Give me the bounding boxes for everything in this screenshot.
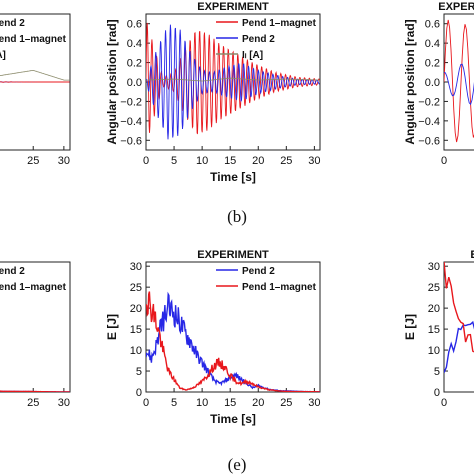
plot-frame (145, 261, 321, 393)
caption-e: (e) (228, 455, 247, 474)
y-tick-label: 30 (428, 261, 440, 273)
y-tick-label: 0.4 (127, 38, 142, 50)
x-tick-label: 15 (224, 397, 236, 409)
x-tick-label: 30 (308, 397, 320, 409)
y-tick-label: 15 (428, 324, 440, 336)
x-tick-label: 30 (58, 397, 70, 409)
x-tick-label: 20 (252, 397, 264, 409)
x-tick-label: 20 (252, 155, 264, 167)
x-tick-label: 0 (441, 155, 447, 167)
y-tick-label: 30 (130, 261, 142, 273)
legend-label: Pend 2 (0, 18, 25, 29)
series-line-pend1 (444, 19, 474, 143)
y-tick-label: −0.6 (418, 135, 440, 147)
caption-b: (b) (227, 207, 247, 226)
y-tick-label: −0.2 (418, 96, 440, 108)
y-tick-label: 15 (130, 324, 142, 336)
series-line-pend1 (146, 22, 320, 135)
plot-frame (0, 261, 71, 393)
chart-title: EXPERIMENT (438, 1, 474, 13)
legend-label: Pend 1–magnet (242, 18, 317, 29)
legend: Pend 2 Pend 1–magnet (216, 266, 317, 293)
legend: Pend 1–magnet Pend 2 Iₗ [A] (216, 18, 317, 61)
y-tick-label: 5 (434, 366, 440, 378)
x-tick-label: 5 (171, 155, 177, 167)
legend-label: [A] (0, 50, 6, 61)
y-tick-label: 5 (136, 366, 142, 378)
series-line-pend2 (444, 320, 474, 373)
y-tick-label: 0.2 (127, 58, 142, 70)
y-tick-label: −0.2 (120, 96, 142, 108)
series-line-pend2 (0, 81, 70, 83)
y-tick-label: −0.4 (120, 116, 142, 128)
x-axis-label: Time [s] (210, 170, 256, 184)
chart-title: EXPERIMENT (197, 249, 269, 261)
series-line-pend1 (0, 390, 70, 392)
y-axis-label: E [J] (403, 314, 417, 340)
x-tick-label: 25 (27, 397, 39, 409)
y-tick-label: 0.2 (425, 58, 440, 70)
x-tick-label: 25 (27, 155, 39, 167)
legend-label: Pend 2 (242, 266, 275, 277)
x-axis-label: Time [s] (210, 412, 256, 426)
legend-label: Iₗ [A] (242, 50, 263, 61)
legend: Pend 2 Pend 1–magnet [A] (0, 18, 67, 61)
y-tick-label: 0.0 (425, 77, 440, 89)
panel-center-bottom: EXPERIMENT 30 25 20 15 10 5 00 5 10 15 20 25 30 Time [… (105, 249, 321, 426)
x-tick-label: 15 (224, 155, 236, 167)
legend-label: Pend 2 (0, 266, 25, 277)
x-tick-label: 0 (143, 397, 149, 409)
legend-label: Pend 1–magnet (0, 34, 67, 45)
y-tick-label: −0.4 (418, 116, 440, 128)
series-line-pend2 (0, 390, 70, 392)
chart-title: E (470, 249, 474, 261)
panel-left-top: 25 30 Pend 2 Pend 1–magnet [A] (0, 13, 71, 167)
x-tick-label: 30 (58, 155, 70, 167)
x-tick-label: 25 (280, 397, 292, 409)
y-axis-label: E [J] (105, 314, 119, 340)
x-tick-label: 10 (196, 397, 208, 409)
y-tick-label: 0.0 (127, 77, 142, 89)
series-line-pend1 (146, 291, 320, 392)
y-tick-label: −0.6 (120, 135, 142, 147)
panel-center-top: EXPERIMENT 0.6 0.4 0.2 0.0 −0.2 −0.4 −0.60 5 10 15… (105, 1, 321, 184)
y-axis-label: Angular position [rad] (403, 19, 417, 144)
series-line-pend2 (444, 63, 474, 106)
legend: Pend 2 Pend 1–magnet (0, 266, 67, 293)
x-tick-label: 30 (308, 155, 320, 167)
y-tick-label: 0.4 (425, 38, 440, 50)
legend-label: Pend 1–magnet (242, 282, 317, 293)
x-tick-label: 0 (143, 155, 149, 167)
y-tick-label: 10 (428, 345, 440, 357)
x-tick-label: 0 (441, 397, 447, 409)
panel-right-top: EXPERIMENT 0.6 0.4 0.2 0.0 −0.2 −0.4 −0.60 Angul… (403, 1, 474, 167)
series-line-current (0, 69, 70, 81)
series-line-pend1 (0, 81, 70, 83)
y-axis-label: Angular position [rad] (105, 19, 119, 144)
y-tick-label: 0.6 (425, 19, 440, 31)
x-tick-label: 10 (196, 155, 208, 167)
plot-frame (443, 261, 474, 393)
x-tick-label: 25 (280, 155, 292, 167)
legend-label: Pend 1–magnet (0, 282, 67, 293)
y-tick-label: 20 (428, 303, 440, 315)
y-tick-label: 0.6 (127, 19, 142, 31)
x-tick-label: 5 (171, 397, 177, 409)
y-tick-label: 0 (434, 387, 440, 399)
y-tick-label: 25 (130, 282, 142, 294)
series-line-current (146, 77, 320, 82)
legend-label: Pend 2 (242, 34, 275, 45)
y-tick-label: 25 (428, 282, 440, 294)
plot-frame (0, 13, 71, 151)
y-tick-label: 20 (130, 303, 142, 315)
y-tick-label: 10 (130, 345, 142, 357)
panel-right-bottom: E 30 25 20 15 10 5 00 E [J] (403, 249, 474, 409)
y-tick-label: 0 (136, 387, 142, 399)
chart-title: EXPERIMENT (197, 1, 269, 13)
series-line-pend1 (444, 262, 474, 353)
panel-left-bottom: 25 30 Pend 2 Pend 1–magnet (0, 261, 71, 409)
